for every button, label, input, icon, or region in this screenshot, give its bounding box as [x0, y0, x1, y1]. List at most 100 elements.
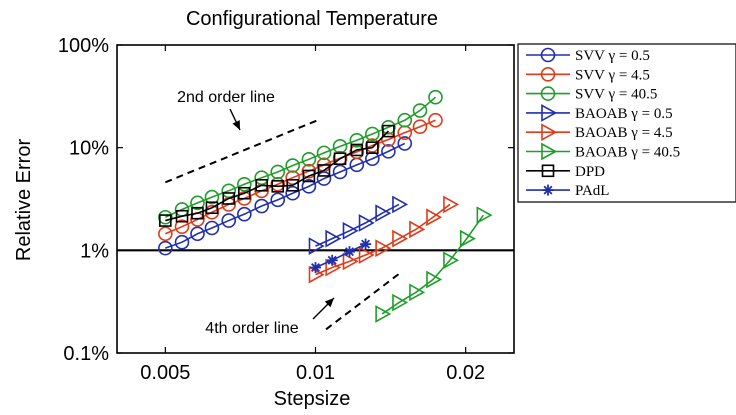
asterisk-stroke — [311, 263, 320, 273]
data-point — [301, 163, 317, 179]
data-point — [397, 112, 413, 128]
data-point — [443, 251, 460, 270]
legend-label: BAOAB γ = 40.5 — [575, 145, 680, 161]
data-point — [174, 234, 190, 250]
data-point — [270, 164, 286, 180]
series-1 — [158, 112, 443, 242]
data-point — [349, 144, 365, 160]
legend-label: SVV γ = 0.5 — [575, 48, 650, 64]
legend-label: DPD — [575, 164, 605, 180]
series-3 — [308, 195, 409, 255]
data-point — [326, 254, 338, 266]
legend-marker — [540, 47, 556, 63]
data-point — [271, 180, 285, 193]
annotations: 2nd order line 4th order line — [177, 89, 335, 337]
y-tick-label: 1% — [80, 240, 109, 262]
data-point — [375, 204, 392, 223]
data-point — [270, 192, 286, 208]
chart-title: Configurational Temperature — [186, 8, 438, 30]
data-point — [285, 158, 300, 173]
y-axis-label: Relative Error — [13, 139, 35, 262]
data-point — [190, 226, 205, 242]
data-point — [366, 141, 379, 154]
legend-label: BAOAB γ = 4.5 — [575, 125, 673, 141]
order-reference-line — [164, 119, 319, 184]
data-point — [190, 195, 205, 211]
arrow-head — [324, 298, 334, 308]
data-point — [428, 89, 443, 105]
data-point — [159, 214, 172, 227]
legend-item: SVV γ = 0.5 — [526, 47, 650, 64]
legend-label: SVV γ = 40.5 — [575, 87, 657, 103]
series-layer — [158, 89, 493, 323]
series-6 — [159, 124, 395, 227]
data-point — [316, 145, 332, 161]
legend: SVV γ = 0.5 SVV γ = 4.5 SVV γ = 40.5 BAOAB … — [517, 43, 736, 203]
data-point — [286, 178, 299, 192]
data-point — [254, 170, 269, 185]
legend-marker — [540, 67, 556, 82]
data-point — [381, 119, 396, 135]
series-line — [315, 203, 400, 247]
data-point — [222, 192, 236, 205]
legend-label: BAOAB γ = 0.5 — [575, 106, 673, 122]
data-point — [360, 238, 372, 250]
data-point — [254, 198, 269, 214]
x-tick-label: 0.005 — [140, 362, 190, 384]
data-point — [381, 144, 396, 159]
legend-item: BAOAB γ = 0.5 — [526, 104, 673, 122]
data-point — [375, 305, 392, 323]
data-point — [443, 195, 460, 214]
y-tick-label: 10% — [69, 138, 109, 160]
legend-label: PAdL — [575, 183, 609, 199]
data-point — [204, 220, 220, 236]
legend-item: SVV γ = 40.5 — [526, 86, 657, 103]
asterisk-stroke — [345, 247, 354, 257]
legend-marker — [542, 184, 554, 196]
y-tick-label: 100% — [58, 35, 109, 57]
data-point — [205, 201, 219, 215]
series-line — [381, 214, 484, 315]
data-point — [397, 136, 413, 151]
legend-marker — [541, 104, 558, 122]
order-reference-line — [325, 270, 403, 331]
data-point — [392, 229, 409, 248]
second-order-arrow — [229, 108, 241, 131]
data-point — [204, 204, 220, 220]
data-point — [221, 183, 237, 199]
legend-label: SVV γ = 4.5 — [575, 67, 650, 83]
x-tick-label: 0.02 — [446, 362, 485, 384]
legend-item: BAOAB γ = 4.5 — [526, 123, 673, 141]
asterisk-stroke — [543, 185, 553, 195]
x-tick-label: 0.01 — [296, 362, 335, 384]
data-point — [158, 209, 173, 225]
data-point — [174, 219, 190, 234]
data-point — [237, 191, 252, 206]
data-point — [302, 169, 316, 183]
data-point — [285, 185, 300, 201]
series-7 — [310, 238, 372, 274]
y-tick-label: 0.1% — [63, 343, 109, 365]
data-point — [255, 178, 268, 192]
data-point — [350, 143, 364, 157]
data-point — [392, 293, 409, 312]
legend-item: PAdL — [526, 183, 609, 199]
data-point — [382, 124, 395, 138]
data-point — [342, 221, 359, 240]
data-point — [365, 138, 380, 153]
fourth-order-arrow — [312, 297, 335, 320]
axis-ticks: 0.005 0.01 0.02 0.1% 1% 10% 100% — [58, 35, 514, 384]
legend-frame — [517, 43, 736, 203]
data-point — [237, 206, 252, 222]
data-point — [459, 229, 476, 248]
series-line — [165, 142, 406, 249]
legend-item: SVV γ = 4.5 — [526, 67, 650, 83]
data-point — [310, 262, 321, 274]
data-point — [285, 170, 300, 185]
data-point — [204, 189, 220, 205]
series-2 — [158, 89, 443, 225]
second-order-label: 2nd order line — [177, 89, 275, 106]
data-point — [349, 132, 365, 148]
asterisk-stroke — [361, 239, 371, 249]
data-point — [325, 229, 342, 248]
